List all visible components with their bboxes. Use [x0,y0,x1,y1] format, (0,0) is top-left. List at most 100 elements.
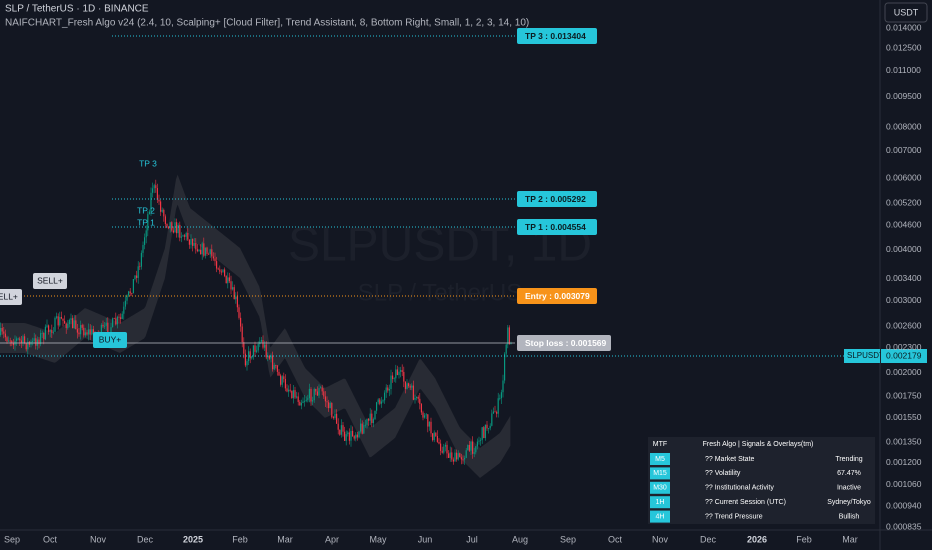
table-metric: ?? Institutional Activity [705,485,774,492]
candle-body [457,453,459,460]
candle-body [465,450,467,458]
time-tick-label: Dec [700,534,717,544]
candle-body [443,446,445,453]
level-label: TP 3 : 0.013404 [525,31,586,41]
candle-body [32,340,34,342]
candle-body [377,399,379,403]
candle-body [425,414,427,416]
candle-body [340,425,342,435]
last-price-symbol: SLPUSDT [847,351,884,360]
candle-body [347,432,349,435]
candle-body [22,336,24,343]
currency-label[interactable]: USDT [894,7,919,17]
candle-body [320,387,322,389]
candle-body [144,237,146,245]
candle-body [289,389,291,391]
price-tick-label: 0.003400 [886,273,922,283]
candle-body [344,431,346,441]
candle-body [392,375,394,379]
candle-body [91,329,93,335]
candle-body [217,268,219,270]
candle-body [254,345,256,352]
candle-body [185,232,187,237]
candle-body [284,378,286,389]
candle-body [126,295,128,301]
candle-body [459,453,461,458]
currency-button[interactable] [884,2,928,23]
candle-body [51,329,53,333]
price-tick-label: 0.005200 [886,198,922,208]
price-tick-label: 0.002000 [886,367,922,377]
last-price-value: 0.002179 [886,350,922,360]
info-table: MTF Fresh Algo | Signals & Overlays(tm) M5… [648,437,875,524]
candle-body [62,318,64,321]
candle-body [203,243,205,256]
candle-body [486,424,488,429]
candle-body [228,277,230,282]
candle-body [163,209,165,217]
candle-body [158,199,160,202]
last-price-tag [844,349,880,363]
candle-body [180,236,182,238]
candle-body [472,441,474,454]
candle-body [219,269,221,272]
candle-body [153,185,155,189]
candle-body [337,423,339,430]
candle-body [473,452,475,454]
table-metric: ?? Trend Pressure [705,513,763,520]
candle-body [204,247,206,256]
candle-body [371,413,373,424]
candle-body [25,343,27,350]
candle-body [476,441,478,447]
time-tick-label: Nov [90,534,107,544]
candle-body [494,411,496,413]
time-tick-label: Aug [512,534,528,544]
candle-body [16,338,18,341]
candle-body [232,287,234,290]
candle-body [382,400,384,402]
candle-body [148,211,150,215]
candle-body [78,332,80,335]
candle-body [145,230,147,238]
candle-body [251,356,253,359]
candle-body [304,400,306,402]
candle-body [505,344,507,354]
candle-body [48,325,50,332]
candle-body [209,249,211,255]
indicator-title: NAIFCHART_Fresh Algo v24 (2.4, 10, Scalp… [5,18,529,29]
candle-body [432,433,434,441]
level-label: TP 1 : 0.004554 [525,222,586,232]
candle-body [132,279,134,294]
candle-body [201,243,203,255]
candle-body [452,459,454,462]
candle-body [257,344,259,351]
candle-body [142,244,144,253]
candle-body [129,291,131,294]
candle-body [507,327,509,345]
candle-body [504,353,506,381]
last-price-tag [881,349,927,363]
price-tick-label: 0.007000 [886,145,922,155]
candle-body [480,439,482,441]
table-header: MTF [653,441,667,448]
candle-body [115,318,117,325]
candle-body [388,389,390,391]
candle-body [190,239,192,245]
candle-body [355,434,357,439]
candle-body [283,376,285,379]
candle-body [152,188,154,193]
candle-body [68,319,70,324]
table-value: Bullish [839,513,860,520]
candle-body [20,340,22,343]
price-tick-label: 0.002600 [886,320,922,330]
candle-body [356,434,358,438]
price-tick-label: 0.012500 [886,42,922,52]
price-tick-label: 0.011000 [886,65,921,75]
candle-body [468,444,470,451]
candle-body [6,337,8,342]
candle-body [81,325,83,328]
candle-body [348,432,350,441]
candle-body [363,425,365,434]
signal-tag [93,332,127,348]
candle-body [268,355,270,359]
